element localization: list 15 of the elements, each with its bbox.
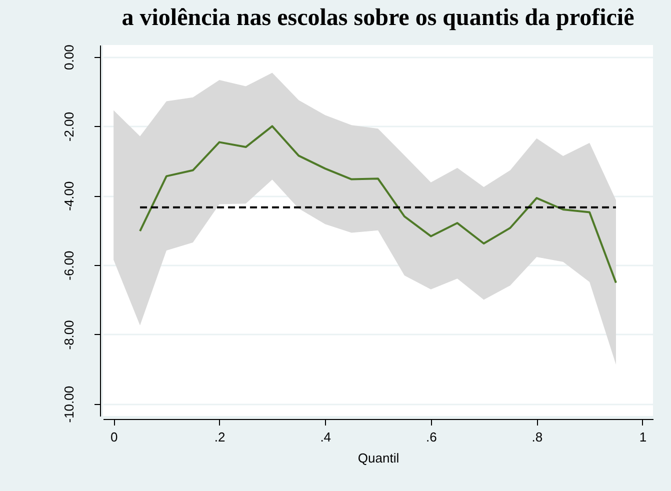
y-tick-label: -8.00 (62, 320, 76, 350)
x-tick-label: .2 (214, 430, 226, 444)
x-tick-label: 1 (639, 430, 647, 444)
x-axis-title: Quantil (358, 450, 400, 466)
chart-title: a violência nas escolas sobre os quantis da proficiê (122, 5, 635, 32)
y-tick-label: -2.00 (62, 112, 76, 142)
y-tick-label: 0.00 (62, 44, 76, 70)
x-tick-label: .4 (320, 430, 332, 444)
y-tick-label: -4.00 (62, 181, 76, 211)
x-tick-label: .8 (532, 430, 543, 444)
y-tick-label: -10.00 (62, 386, 76, 423)
x-tick-label: 0 (110, 430, 118, 444)
line-series (139, 125, 617, 284)
x-tick-label: .6 (426, 430, 437, 444)
y-tick-label: -6.00 (62, 250, 76, 280)
